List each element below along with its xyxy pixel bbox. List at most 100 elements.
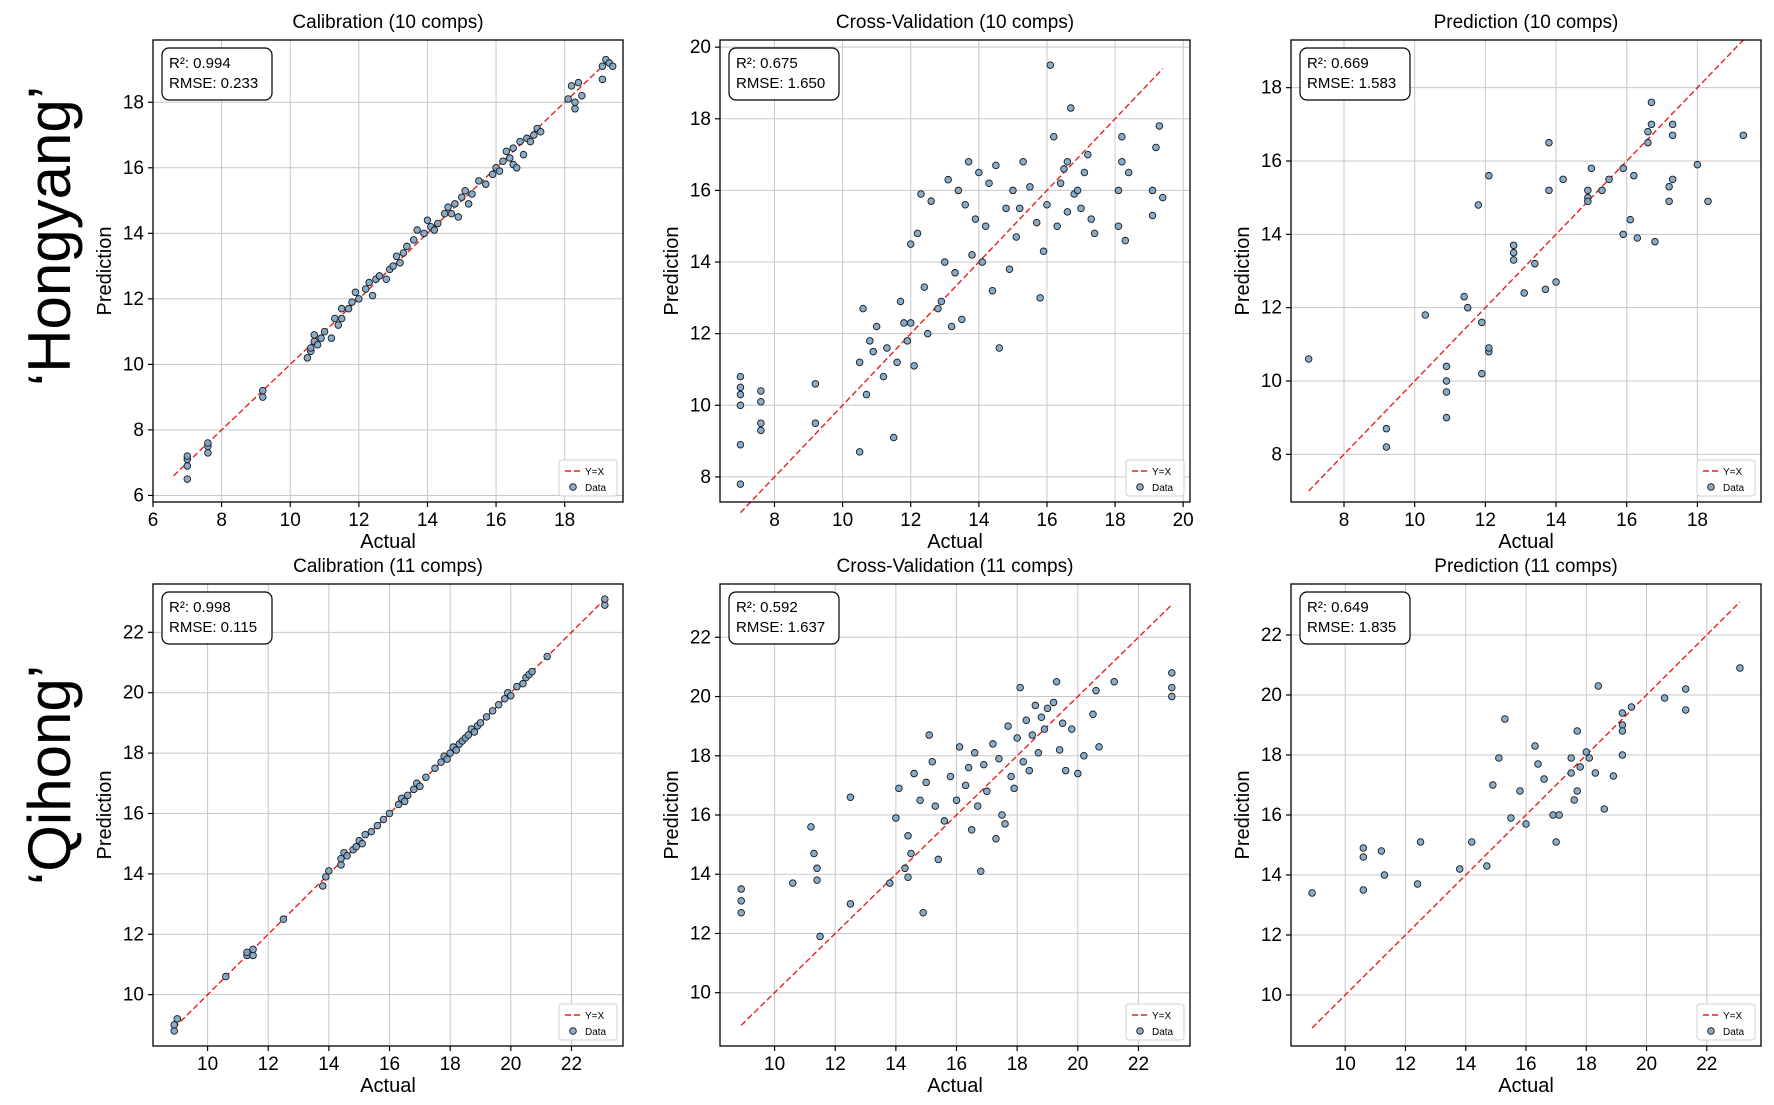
x-tick-label: 20 [500,1054,521,1075]
y-tick-label: 8 [133,420,144,441]
data-point [204,439,212,447]
data-point [1587,164,1596,173]
x-axis-label: Actual [1498,531,1554,553]
x-tick-label: 16 [1616,510,1637,531]
data-point [482,713,491,721]
x-tick-label: 22 [561,1054,582,1075]
x-tick-label: 12 [825,1054,846,1075]
data-point [934,304,942,313]
x-tick-label: 6 [148,510,159,531]
legend-point-swatch [1136,483,1144,491]
x-axis-label: Actual [1498,1075,1554,1097]
data-point [1485,344,1493,352]
data-point [954,186,963,195]
data-point [1080,752,1088,760]
gridlines [1291,40,1761,502]
data-point [1114,186,1123,195]
data-point [906,240,915,248]
data-point [389,262,397,270]
y-tick-label: 18 [123,92,144,113]
plot-frame [719,39,1191,503]
data-point [736,401,745,410]
data-point [807,823,815,831]
data-point [578,91,586,100]
data-point [958,315,966,324]
data-point [1576,763,1584,771]
data-point [1095,743,1103,751]
data-point [1478,318,1486,327]
data-point [337,855,345,863]
data-point [526,137,535,146]
x-tick-label: 10 [764,1054,785,1075]
y-axis-label: Prediction [94,227,116,316]
y-tick-label: 14 [123,223,145,244]
data-point [1660,694,1669,702]
y-tick-label: 20 [690,687,711,708]
y-tick-label: 18 [1261,78,1282,99]
r2-label: R²: 0.998 [169,599,231,616]
data-point [1442,362,1451,371]
x-tick-label: 14 [1545,510,1567,531]
data-point [879,372,888,381]
x-tick-label: 18 [1576,1054,1597,1075]
chart-panels: 6 8 10 12 14 16 18 6 8 10 12 14 16 18 R²: 0.994 RMSE: 0… [94,12,1762,1097]
data-point [973,802,982,810]
data-point [375,272,384,280]
data-point [1015,204,1024,213]
y-tick-label: 16 [1261,805,1282,826]
data-point [811,419,820,427]
data-point [1541,285,1550,294]
data-point [334,321,343,329]
x-axis-label: Actual [360,1075,416,1097]
legend-point-swatch [569,1027,577,1035]
x-tick-label: 14 [1455,1054,1477,1075]
data-point [361,830,370,839]
data-point [571,105,579,113]
y-tick-label: 12 [1261,925,1282,946]
data-point [1039,247,1048,256]
y-tick-label: 16 [123,803,144,824]
data-point [1591,769,1600,777]
data-point [1522,820,1530,828]
data-point [1545,186,1553,195]
data-point [1644,138,1652,147]
data-point [813,876,821,884]
data-point [1520,289,1528,297]
data-point [737,885,745,893]
data-point [519,679,527,688]
y-tick-label: 10 [123,985,144,1006]
data-point [1159,193,1167,202]
data-point [927,197,935,205]
data-point [1025,766,1034,775]
data-point [1019,158,1027,166]
data-point [1022,716,1031,724]
data-point [1534,760,1542,768]
data-point [1359,853,1368,861]
data-point [934,855,943,864]
plot-frame [719,583,1191,1047]
data-point [1308,889,1316,897]
y-tick-label: 16 [1261,151,1282,172]
data-point [1455,865,1464,873]
y-tick-label: 16 [123,158,144,179]
gridlines [720,584,1190,1046]
data-point [325,867,333,875]
data-point [183,475,192,483]
y-tick-label: 10 [1261,985,1282,1006]
data-point [528,667,536,676]
data-point [906,319,915,327]
data-point [443,755,451,763]
data-point [423,216,432,224]
data-point [494,701,503,709]
x-tick-label: 20 [1173,510,1194,531]
rmse-label: RMSE: 1.650 [736,75,825,92]
legend: Y=X Data [1125,459,1185,497]
data-point [400,797,409,806]
data-point [476,719,485,727]
data-point [433,219,442,228]
data-point [403,791,412,800]
data-point [964,763,973,772]
data-point [964,158,973,166]
data-point [872,322,881,331]
data-point [862,390,871,399]
